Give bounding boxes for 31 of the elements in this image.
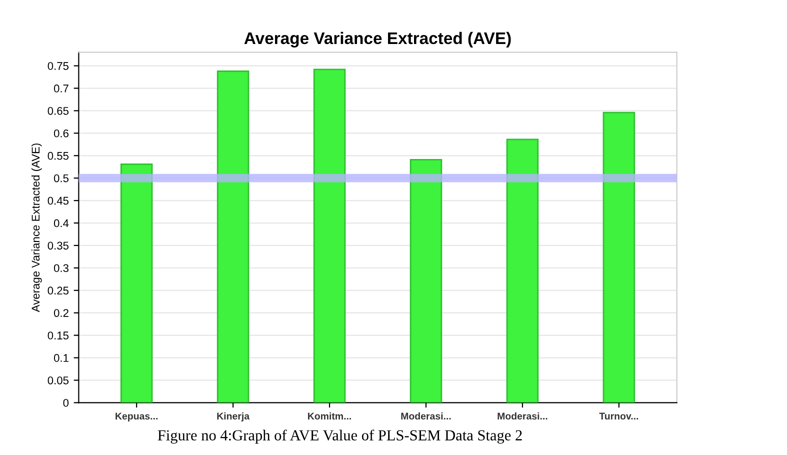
y-tick-label: 0.35 bbox=[48, 242, 69, 250]
bar bbox=[313, 68, 346, 403]
x-tick-label: Kinerja bbox=[217, 412, 250, 422]
y-tick-label: 0.15 bbox=[48, 332, 69, 340]
y-tick-label: 0.2 bbox=[54, 309, 68, 317]
y-tick-label: 0.25 bbox=[48, 286, 69, 295]
y-tick-label: 0.65 bbox=[48, 106, 69, 115]
y-tick-label: 0.05 bbox=[48, 376, 69, 384]
bar bbox=[506, 138, 539, 403]
chart-title: Average Variance Extracted (AVE) bbox=[244, 32, 511, 48]
bar bbox=[410, 158, 442, 403]
y-tick-label: 0 bbox=[63, 398, 69, 407]
y-tick-label: 0.45 bbox=[48, 196, 69, 205]
x-tick-label: Turnov... bbox=[599, 412, 638, 420]
bar bbox=[120, 163, 153, 403]
y-tick-label: 0.5 bbox=[54, 174, 69, 182]
x-tick-label: Moderasi... bbox=[401, 412, 451, 420]
y-tick-label: 0.6 bbox=[54, 129, 68, 138]
y-tick-label: 0.1 bbox=[54, 354, 68, 362]
y-tick-label: 0.55 bbox=[48, 152, 69, 160]
x-tick-label: Komitm... bbox=[308, 412, 351, 420]
y-tick-label: 0.75 bbox=[48, 62, 69, 70]
x-tick-label: Moderasi... bbox=[498, 412, 548, 420]
x-tick-label: Kepuas... bbox=[116, 412, 158, 422]
text: Figure no 4:Graph of AVE Value of PLS-SEM Data Stage 2 bbox=[158, 430, 522, 444]
bar bbox=[216, 70, 250, 403]
y-tick-label: 0.4 bbox=[54, 219, 69, 228]
y-axis-title: Average Variance Extracted (AVE) bbox=[31, 144, 42, 312]
y-tick-label: 0.7 bbox=[54, 84, 68, 92]
bar bbox=[602, 112, 636, 403]
y-tick-label: 0.3 bbox=[54, 264, 68, 272]
